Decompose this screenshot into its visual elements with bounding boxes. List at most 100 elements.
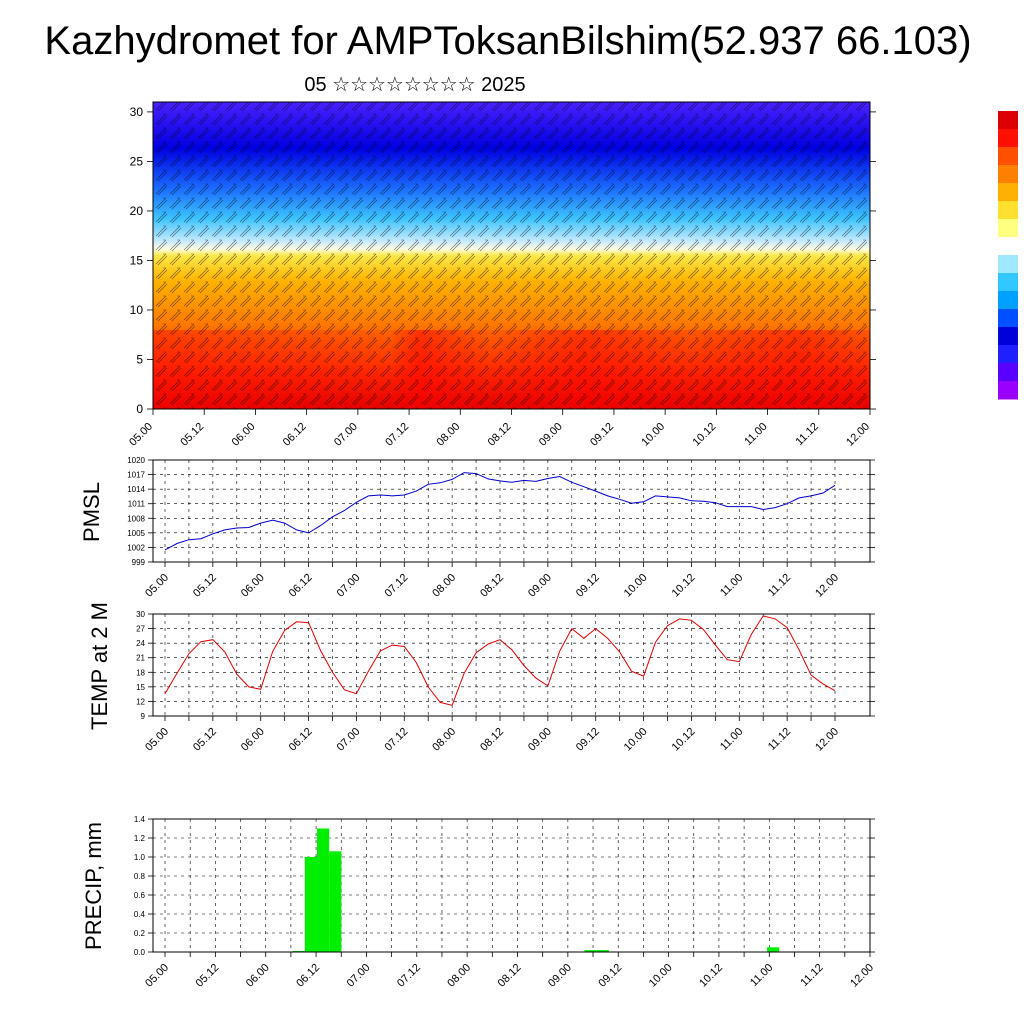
heat-xtick-label: 05.00 [127, 421, 155, 449]
temp-xtick-label: 10.12 [670, 726, 698, 754]
temp-xtick-label: 09.12 [574, 726, 602, 754]
pmsl-grid [153, 460, 870, 562]
heat-ytick-label: 25 [130, 154, 144, 168]
page-subtitle: 05 ☆☆☆☆☆☆☆☆ 2025 [304, 74, 525, 96]
pmsl-ytick-label: 1014 [127, 485, 145, 494]
precip-xtick-label: 09.12 [596, 962, 624, 990]
pmsl-xtick-label: 07.00 [335, 572, 363, 600]
pmsl-xtick-label: 11.12 [766, 572, 793, 599]
colorbar-swatch [998, 291, 1018, 310]
heat-xtick-label: 10.12 [691, 421, 719, 449]
heat-xtick-label: 05.12 [178, 421, 206, 449]
precip-bar [304, 857, 317, 952]
precip-xtick-label: 08.00 [445, 962, 473, 990]
temp-xtick-label: 07.00 [335, 726, 363, 754]
wind-barbs-overlay [153, 102, 870, 409]
temp-xtick-label: 06.12 [287, 726, 315, 754]
precip-ytick-label: 0.2 [134, 929, 146, 938]
heat-xtick-label: 10.00 [639, 421, 667, 449]
pmsl-xtick-label: 10.00 [622, 572, 650, 600]
precip-xtick-label: 06.12 [294, 962, 322, 990]
temp-panel: TEMP at 2 M 9 12 15 18 21 24 27 30 05.00 05.12 06… [87, 602, 875, 754]
colorbar-swatch [998, 363, 1018, 382]
temp-ytick-label: 12 [136, 697, 145, 706]
pmsl-xtick-label: 10.12 [670, 572, 698, 600]
colorbar-swatch [998, 201, 1018, 220]
colorbar-swatch [998, 255, 1018, 274]
pmsl-xtick-label: 06.00 [239, 572, 267, 600]
pmsl-xtick-label: 06.12 [287, 572, 315, 600]
pmsl-ytick-label: 1020 [127, 456, 145, 465]
temp-xtick-label: 07.12 [382, 726, 410, 754]
precip-grid [153, 819, 871, 952]
precip-ytick-label: 1.2 [134, 834, 146, 843]
heat-xtick-label: 09.00 [537, 421, 565, 449]
heatmap-y-axis: 0 5 10 15 20 25 30 [130, 105, 876, 416]
precip-bar [584, 950, 597, 952]
precip-xtick-label: 05.12 [194, 962, 222, 990]
pmsl-xtick-label: 05.00 [143, 572, 171, 600]
temp-xtick-label: 09.00 [526, 726, 554, 754]
precip-bar [329, 851, 342, 952]
heat-xtick-label: 12.00 [844, 421, 872, 449]
heat-ytick-label: 0 [136, 402, 143, 416]
precip-xtick-label: 09.00 [546, 962, 574, 990]
colorbar-swatch [998, 129, 1018, 148]
pmsl-frame [152, 459, 871, 563]
precip-xtick-label: 11.00 [748, 962, 775, 989]
temp-ytick-label: 30 [136, 610, 145, 619]
colorbar-swatch [998, 273, 1018, 292]
precip-frame [152, 818, 871, 953]
pmsl-y-axis: 999 1002 1005 1008 1011 1014 1017 1020 [127, 456, 875, 567]
pmsl-xtick-label: 07.12 [382, 572, 410, 600]
temp-xtick-label: 11.00 [718, 726, 745, 753]
precip-xtick-label: 08.12 [496, 962, 524, 990]
precip-ytick-label: 1.4 [134, 815, 146, 824]
precip-ylabel: PRECIP, mm [81, 822, 106, 950]
heat-xtick-label: 08.00 [434, 421, 462, 449]
temp-ytick-label: 15 [136, 683, 145, 692]
pmsl-xtick-label: 08.00 [430, 572, 458, 600]
precip-x-axis: 05.00 05.12 06.00 06.12 07.00 07.12 08.00 08.12… [143, 952, 876, 990]
precip-xtick-label: 10.00 [647, 962, 675, 990]
temp-ytick-label: 18 [136, 668, 145, 677]
temp-grid [153, 614, 870, 716]
pmsl-ytick-label: 1017 [127, 471, 145, 480]
precip-bar [767, 947, 780, 953]
heat-xtick-label: 09.12 [588, 421, 616, 449]
colorbar-swatch [998, 219, 1018, 238]
heat-xtick-label: 07.00 [332, 421, 360, 449]
pmsl-ylabel: PMSL [79, 482, 104, 542]
precip-ytick-label: 0.0 [134, 948, 146, 957]
precip-xtick-label: 06.00 [244, 962, 272, 990]
heat-xtick-label: 11.00 [742, 421, 769, 448]
colorbar-swatch [998, 147, 1018, 166]
pmsl-ytick-label: 1005 [127, 529, 145, 538]
colorbar-swatch [998, 345, 1018, 364]
pmsl-xtick-label: 09.00 [526, 572, 554, 600]
precip-bar [596, 950, 609, 952]
precip-panel: PRECIP, mm 0.0 0.2 0.4 0.6 0.8 1.0 1.2 1.4 05.0… [81, 815, 876, 990]
precip-ytick-label: 0.8 [134, 872, 146, 881]
temp-xtick-label: 12.00 [813, 726, 841, 754]
temp-ytick-label: 27 [136, 625, 145, 634]
temp-xtick-label: 10.00 [622, 726, 650, 754]
precip-ytick-label: 0.4 [134, 910, 146, 919]
temp-xtick-label: 11.12 [766, 726, 793, 753]
precip-y-axis: 0.0 0.2 0.4 0.6 0.8 1.0 1.2 1.4 [134, 815, 875, 957]
temp-x-axis: 05.00 05.12 06.00 06.12 07.00 07.12 08.00 08.12… [143, 716, 841, 754]
temp-series-line [164, 615, 836, 706]
heat-xtick-label: 06.00 [230, 421, 258, 449]
pmsl-xtick-label: 08.12 [478, 572, 506, 600]
colorbar [998, 111, 1018, 400]
temp-ytick-label: 24 [136, 639, 145, 648]
heatmap-panel: 0 5 10 15 20 25 30 05.00 05.12 06.00 06.12 07.00 07… [127, 101, 876, 449]
heat-xtick-label: 07.12 [383, 421, 411, 449]
pmsl-xtick-label: 09.12 [574, 572, 602, 600]
heat-xtick-label: 06.12 [281, 421, 309, 449]
temp-y-axis: 9 12 15 18 21 24 27 30 [136, 610, 875, 721]
pmsl-ytick-label: 1011 [128, 500, 146, 509]
precip-xtick-label: 07.12 [395, 962, 423, 990]
heat-ytick-label: 30 [130, 105, 144, 119]
